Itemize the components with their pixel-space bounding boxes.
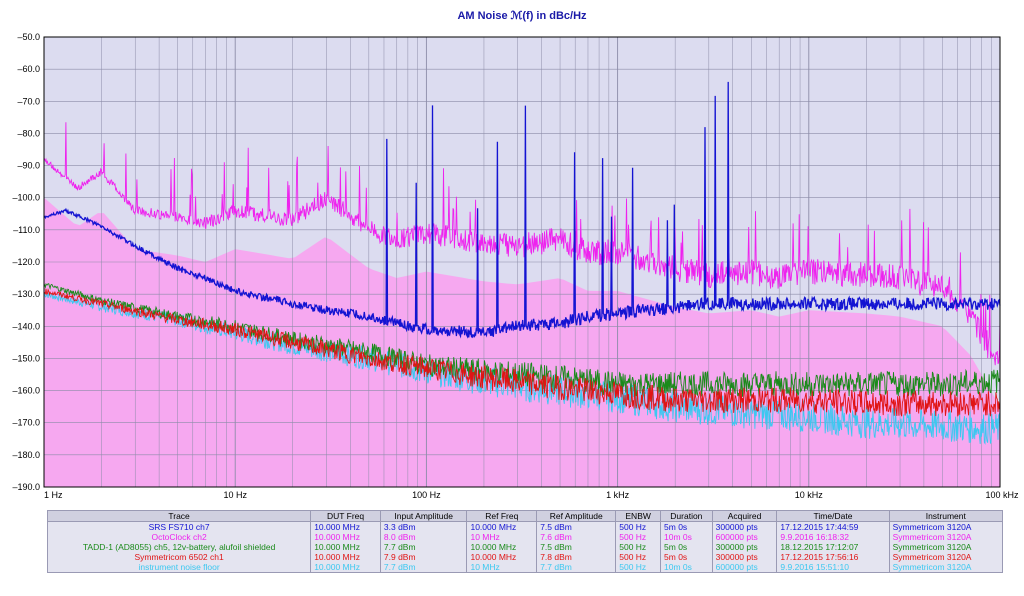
legend-cell: 7.5 dBm [536, 521, 617, 532]
y-tick-label: –180.0 [12, 450, 40, 460]
legend-column-header: Input Amplitude [379, 510, 468, 522]
legend-cell: 7.7 dBm [536, 562, 617, 573]
legend-column-header: Time/Date [776, 510, 890, 522]
legend-cell: 7.9 dBm [379, 552, 468, 562]
y-axis-ticks: –50.0 –60.0 –70.0 –80.0 –90.0 –100.0 –110.0 –12… [12, 32, 40, 492]
legend-cell: 10.000 MHz [310, 532, 381, 542]
legend-row: instrument noise floor 10.000 MHz 7.7 dBm 1… [46, 562, 1004, 573]
legend-cell: 500 Hz [615, 532, 662, 542]
y-tick-label: –120.0 [12, 257, 40, 267]
legend-cell: 600000 pts [711, 532, 778, 542]
legend-row: OctoClock ch2 10.000 MHz 8.0 dBm 10 MHz 7.6 … [46, 532, 1004, 542]
y-tick-label: –80.0 [17, 128, 40, 138]
x-tick-label: 10 Hz [223, 490, 247, 500]
legend-cell: 10.000 MHz [466, 521, 538, 532]
y-tick-label: –160.0 [12, 386, 40, 396]
legend-cell: 10m 0s [660, 532, 713, 542]
legend-column-header: Trace [46, 510, 312, 522]
legend-column-header: ENBW [615, 510, 662, 522]
series-line-symmetricom-6502-ch1 [43, 288, 1001, 417]
legend-cell: 17.12.2015 17:56:16 [776, 552, 890, 562]
legend-cell: 600000 pts [711, 562, 778, 573]
legend-cell: 300000 pts [711, 521, 778, 532]
trace-legend-table: Trace DUT Freq Input Amplitude Ref Freq Ref … [46, 510, 1004, 573]
x-tick-label: 100 Hz [412, 490, 441, 500]
legend-cell: 300000 pts [711, 552, 778, 562]
y-tick-label: –70.0 [17, 96, 40, 106]
legend-cell: 7.7 dBm [379, 562, 468, 573]
legend-cell: 5m 0s [660, 521, 713, 532]
legend-column-header: Duration [660, 510, 713, 522]
legend-row: TADD-1 (AD8055) ch5, 12v-battery, alufoi… [46, 542, 1004, 552]
y-tick-label: –190.0 [12, 482, 40, 492]
chart-title: AM Noise ℳ(f) in dBc/Hz [457, 10, 587, 22]
legend-cell: 5m 0s [660, 542, 713, 552]
legend-cell: 8.0 dBm [379, 532, 468, 542]
legend-body: SRS FS710 ch7 10.000 MHz 3.3 dBm 10.000 MHz… [46, 521, 1004, 573]
legend-cell: instrument noise floor [46, 562, 312, 573]
legend-cell: 10.000 MHz [310, 521, 381, 532]
legend-cell: 17.12.2015 17:44:59 [776, 521, 890, 532]
x-tick-label: 1 Hz [44, 490, 63, 500]
legend-row: SRS FS710 ch7 10.000 MHz 3.3 dBm 10.000 MHz… [46, 521, 1004, 532]
y-tick-label: –90.0 [17, 161, 40, 171]
legend-cell: 7.7 dBm [379, 542, 468, 552]
legend-cell: 9.9.2016 16:18:32 [776, 532, 890, 542]
legend-cell: 10.000 MHz [466, 542, 538, 552]
x-tick-label: 100 kHz [985, 490, 1019, 500]
legend-cell: OctoClock ch2 [46, 532, 312, 542]
legend-column-header: Ref Amplitude [536, 510, 617, 522]
legend-cell: 9.9.2016 15:51:10 [776, 562, 890, 573]
y-tick-label: –150.0 [12, 353, 40, 363]
legend-cell: Symmetricom 3120A [888, 552, 1004, 562]
y-tick-label: –110.0 [13, 225, 40, 235]
legend-cell: 7.6 dBm [536, 532, 617, 542]
legend-cell: 10m 0s [660, 562, 713, 573]
legend-cell: 10.000 MHz [310, 562, 381, 573]
y-tick-label: –130.0 [12, 289, 40, 299]
legend-column-header: Acquired [711, 510, 778, 522]
legend-cell: 10.000 MHz [310, 552, 381, 562]
legend-cell: 300000 pts [711, 542, 778, 552]
legend-cell: 500 Hz [615, 521, 662, 532]
series-line-srs-fs710-ch7 [43, 81, 1001, 339]
legend-cell: 5m 0s [660, 552, 713, 562]
legend-cell: 18.12.2015 17:12:07 [776, 542, 890, 552]
legend-cell: 3.3 dBm [379, 521, 468, 532]
x-tick-label: 1 kHz [606, 490, 630, 500]
legend-column-header: Ref Freq [466, 510, 538, 522]
series-lines [43, 81, 1001, 445]
y-tick-label: –140.0 [12, 321, 40, 331]
legend-row: Symmetricom 6502 ch1 10.000 MHz 7.9 dBm 10.… [46, 552, 1004, 562]
x-tick-label: 10 kHz [795, 490, 824, 500]
legend-cell: 10 MHz [466, 562, 538, 573]
legend-column-header: DUT Freq [310, 510, 381, 522]
fill-octoclock-ch2 [44, 197, 1000, 487]
legend-cell: Symmetricom 6502 ch1 [46, 552, 312, 562]
legend-column-header: Instrument [888, 510, 1004, 522]
legend-cell: 10.000 MHz [310, 542, 381, 552]
legend-cell: SRS FS710 ch7 [46, 521, 312, 532]
legend-cell: 500 Hz [615, 552, 662, 562]
legend-cell: 500 Hz [615, 542, 662, 552]
legend-cell: Symmetricom 3120A [888, 532, 1004, 542]
legend-header-row: Trace DUT Freq Input Amplitude Ref Freq Ref … [46, 510, 1004, 522]
legend-cell: TADD-1 (AD8055) ch5, 12v-battery, alufoi… [46, 542, 312, 552]
series-line-octoclock-ch2 [43, 122, 1001, 366]
legend-cell: Symmetricom 3120A [888, 562, 1004, 573]
y-tick-label: –100.0 [12, 193, 40, 203]
legend-cell: Symmetricom 3120A [888, 521, 1004, 532]
legend-cell: 7.5 dBm [536, 542, 617, 552]
legend-cell: Symmetricom 3120A [888, 542, 1004, 552]
am-noise-chart: AM Noise ℳ(f) in dBc/Hz –50.0–60.0–70.0–… [12, 10, 1019, 500]
plot-frame [43, 36, 1001, 488]
legend-cell: 7.8 dBm [536, 552, 617, 562]
legend-cell: 500 Hz [615, 562, 662, 573]
legend-cell: 10.000 MHz [466, 552, 538, 562]
y-tick-label: –60.0 [17, 64, 40, 74]
x-axis-ticks: 1 Hz 10 Hz 100 Hz 1 kHz 10 kHz 100 kHz [44, 490, 1019, 500]
y-tick-label: –50.0 [17, 32, 40, 42]
legend-cell: 10 MHz [466, 532, 538, 542]
y-tick-label: –170.0 [12, 418, 40, 428]
